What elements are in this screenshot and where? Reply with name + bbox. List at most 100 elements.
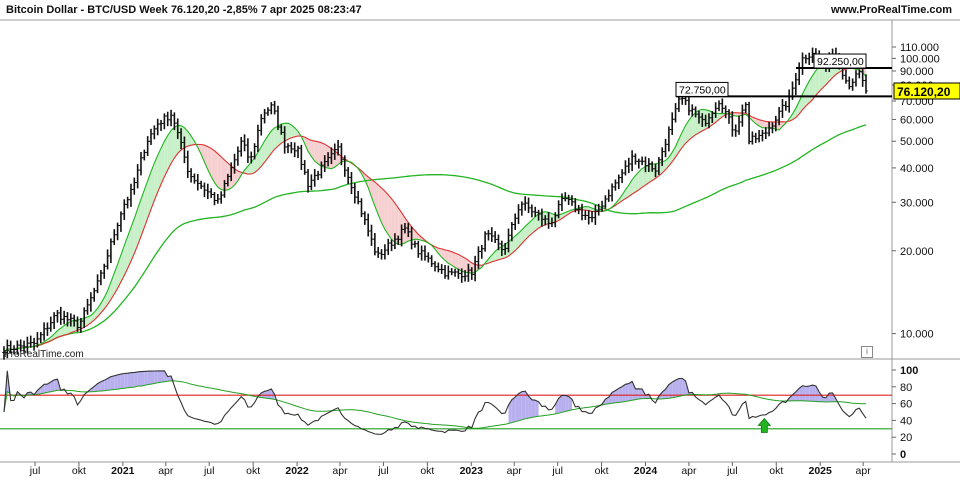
time-tick-label: okt <box>769 465 783 477</box>
cloud-segment <box>304 137 309 152</box>
rsi-fill-segment <box>154 370 158 384</box>
rsi-fill-segment <box>618 386 623 403</box>
cloud-segment <box>388 194 392 240</box>
rsi-fill-segment <box>809 385 813 402</box>
rsi-fill-segment <box>635 388 639 400</box>
rsi-fill-segment <box>117 374 121 390</box>
price-tick-label: 40.000 <box>900 163 934 175</box>
rsi-fill-segment <box>157 370 162 383</box>
cloud-segment <box>284 123 288 142</box>
cloud-segment <box>645 164 649 186</box>
rsi-fill-segment <box>94 383 98 392</box>
rsi-fill-segment <box>44 384 48 394</box>
rsi-fill-segment <box>264 390 268 399</box>
rsi-fill-segment <box>528 396 532 419</box>
cloud-segment <box>792 108 796 120</box>
cloud-segment <box>191 135 195 146</box>
cloud-segment <box>124 236 128 276</box>
cloud-segment <box>201 144 205 163</box>
cloud-segment <box>642 166 646 188</box>
cloud-segment <box>368 176 372 198</box>
rsi-fill-segment <box>130 372 135 388</box>
time-tick-label: jul <box>203 465 215 477</box>
rsi-fill-segment <box>612 390 616 404</box>
rsi-fill-segment <box>511 397 516 423</box>
cloud-segment <box>277 124 282 147</box>
chart-background <box>0 20 960 460</box>
cloud-segment <box>461 256 466 273</box>
cloud-segment <box>418 234 422 241</box>
cloud-segment <box>705 109 709 130</box>
rsi-fill-segment <box>167 375 172 382</box>
cloud-segment <box>261 140 265 167</box>
rsi-fill-segment <box>531 399 536 418</box>
time-tick-label: okt <box>72 465 86 477</box>
rsi-fill-segment <box>622 384 626 403</box>
source-link[interactable]: www.ProRealTime.com <box>830 4 952 16</box>
cloud-segment <box>134 208 138 254</box>
rsi-fill-segment <box>54 379 58 391</box>
ma-100-line <box>3 124 867 353</box>
rsi-fill-segment <box>668 382 673 399</box>
info-icon[interactable]: i <box>861 346 873 358</box>
cloud-segment <box>752 117 756 124</box>
rsi-fill-segment <box>672 380 676 398</box>
cloud-segment <box>414 230 419 240</box>
cloud-segment <box>498 246 502 260</box>
cloud-segment <box>318 141 322 166</box>
time-tick-label: okt <box>595 465 609 477</box>
cloud-segment <box>181 125 185 151</box>
time-tick-label: jul <box>551 465 563 477</box>
cloud-segment <box>448 250 452 266</box>
cloud-segment <box>622 189 626 201</box>
cloud-segment <box>404 217 409 244</box>
cloud-segment <box>54 330 58 340</box>
cloud-segment <box>104 290 108 309</box>
rsi-fill-segment <box>812 385 816 402</box>
cloud-segment <box>254 152 258 173</box>
rsi-fill-segment <box>638 388 643 399</box>
time-tick-label: okt <box>420 465 434 477</box>
rsi-fill-segment <box>50 379 55 392</box>
cloud-segment <box>545 211 549 225</box>
cloud-segment <box>244 166 248 175</box>
rsi-fill-segment <box>97 381 101 392</box>
rsi-fill-segment <box>675 378 679 398</box>
cloud-segment <box>137 199 141 246</box>
cloud-segment <box>231 166 235 189</box>
chart-title: Bitcoin Dollar - BTC/USD Week 76.120,20 … <box>6 4 362 16</box>
cloud-segment <box>171 127 175 164</box>
time-tick-label: 2022 <box>285 465 309 477</box>
rsi-fill-segment <box>47 381 51 393</box>
rsi-fill-segment <box>625 383 629 402</box>
cloud-segment <box>74 320 78 332</box>
cloud-segment <box>214 150 218 188</box>
rsi-fill-segment <box>628 381 633 401</box>
cloud-segment <box>678 132 683 153</box>
rsi-tick-label: 80 <box>900 382 912 394</box>
cloud-segment <box>64 323 68 336</box>
level-label-upper: 92.250,00 <box>817 56 864 68</box>
cloud-segment <box>147 171 152 219</box>
rsi-fill-segment <box>140 371 145 387</box>
rsi-line <box>3 370 867 435</box>
cloud-segment <box>525 223 529 240</box>
rsi-fill-segment <box>518 391 522 421</box>
cloud-segment <box>257 146 262 170</box>
time-tick-label: apr <box>507 465 523 477</box>
cloud-segment <box>451 251 456 268</box>
cloud-segment <box>471 262 476 274</box>
cloud-segment <box>144 180 148 228</box>
cloud-segment <box>652 163 656 181</box>
cloud-segment <box>274 126 278 150</box>
cloud-segment <box>281 123 285 144</box>
rsi-fill-segment <box>558 395 562 414</box>
cloud-segment <box>154 155 158 201</box>
rsi-fill-segment <box>164 370 168 382</box>
cloud-segment <box>491 251 496 262</box>
rsi-ma-line <box>3 380 866 429</box>
price-tick-label: 10.000 <box>900 329 934 341</box>
cloud-segment <box>805 81 810 106</box>
rsi-fill-segment <box>568 396 572 411</box>
